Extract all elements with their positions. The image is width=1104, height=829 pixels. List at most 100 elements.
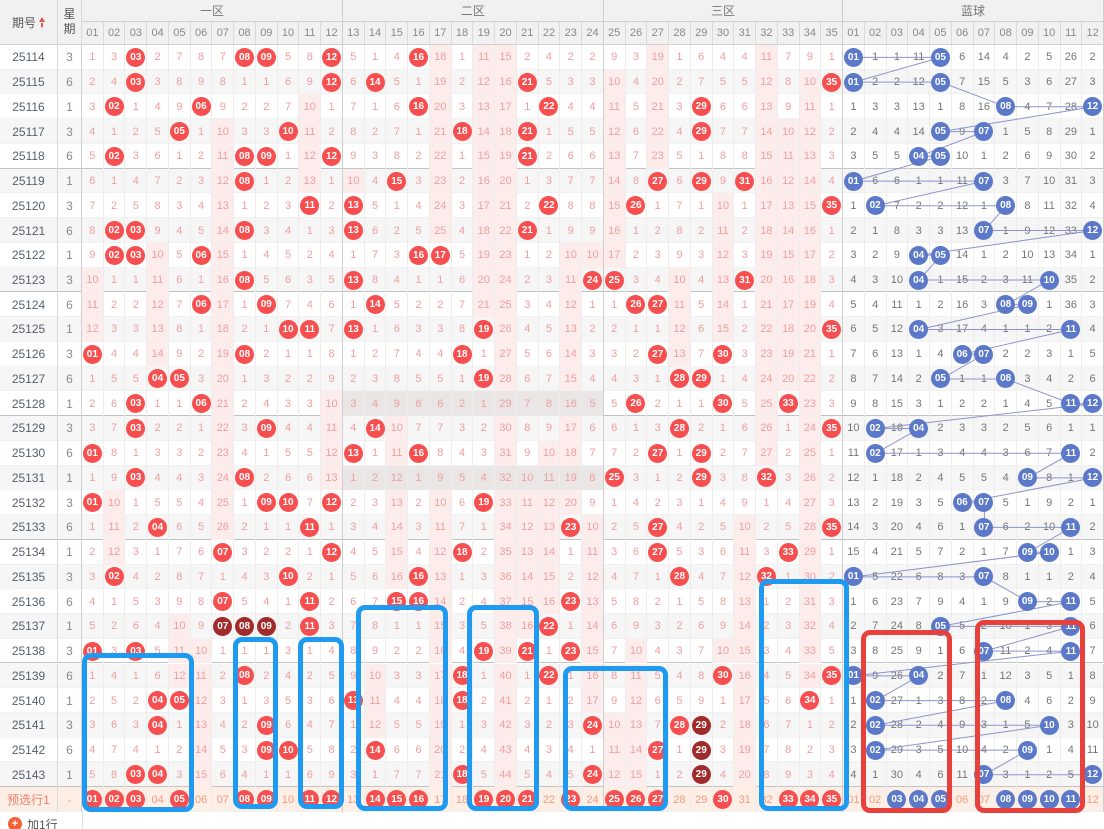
miss-cell[interactable]: 07	[212, 787, 235, 812]
miss-cell[interactable]: 11	[1061, 787, 1083, 812]
miss-cell: 9	[995, 589, 1017, 614]
preselect-ball[interactable]: 01	[82, 790, 102, 810]
preselect-ball[interactable]: 34	[800, 790, 820, 810]
miss-cell[interactable]: 06	[191, 787, 213, 812]
miss-cell: 18	[429, 688, 452, 713]
miss-cell: 1	[343, 712, 365, 738]
miss-cell[interactable]: 14	[365, 787, 387, 812]
add-row-button[interactable]: + 加1行	[8, 816, 58, 829]
preselect-ball[interactable]: 05	[169, 790, 189, 810]
miss-cell[interactable]: 20	[495, 787, 517, 812]
miss-cell[interactable]: 08	[234, 787, 256, 812]
preselect-ball[interactable]: 30	[713, 790, 733, 810]
preselect-ball[interactable]: 12	[322, 790, 342, 810]
miss-cell[interactable]: 33	[778, 787, 800, 812]
miss-cell[interactable]: 28	[669, 787, 691, 812]
preselect-ball[interactable]: 05	[930, 790, 950, 810]
miss-cell: 1	[974, 242, 996, 268]
miss-cell: 3	[408, 663, 430, 689]
miss-cell[interactable]: 06	[952, 787, 974, 812]
miss-cell[interactable]: 11	[299, 787, 322, 812]
red-ball: 28	[669, 369, 689, 389]
preselect-ball[interactable]: 11	[1061, 790, 1081, 810]
blue-ball: 04	[909, 418, 929, 438]
miss-cell: 6	[517, 366, 539, 392]
preselect-ball[interactable]: 19	[474, 790, 494, 810]
preselect-ball[interactable]: 10	[1039, 790, 1059, 810]
miss-cell: 2	[930, 292, 952, 318]
blue-ball: 11	[1061, 517, 1081, 537]
preselect-ball[interactable]: 35	[822, 790, 842, 810]
miss-cell[interactable]: 04	[147, 787, 169, 812]
miss-cell[interactable]: 30	[713, 787, 735, 812]
miss-cell: 4	[234, 440, 256, 466]
miss-cell[interactable]: 03	[887, 787, 909, 812]
red-ball: 02	[104, 245, 124, 265]
miss-cell: 2	[647, 490, 670, 516]
miss-cell[interactable]: 10	[278, 787, 300, 812]
miss-cell[interactable]: 27	[647, 787, 670, 812]
miss-cell[interactable]: 05	[930, 787, 952, 812]
miss-cell[interactable]: 34	[800, 787, 822, 812]
miss-cell[interactable]: 17	[430, 787, 452, 812]
miss-cell[interactable]: 04	[908, 787, 931, 812]
miss-cell[interactable]: 18	[452, 787, 474, 812]
preselect-ball[interactable]: 16	[409, 790, 429, 810]
miss-cell: 3	[452, 193, 474, 219]
miss-cell[interactable]: 26	[626, 787, 648, 812]
miss-cell: 1	[713, 366, 735, 392]
miss-cell[interactable]: 01	[843, 787, 865, 812]
preselect-ball[interactable]: 26	[626, 790, 646, 810]
miss-cell: 19	[756, 242, 778, 268]
miss-cell[interactable]: 10	[1039, 787, 1061, 812]
preselect-ball[interactable]: 14	[365, 790, 385, 810]
preselect-ball[interactable]: 21	[517, 790, 537, 810]
miss-cell: 13	[734, 589, 757, 614]
preselect-ball[interactable]: 04	[909, 790, 929, 810]
preselect-ball[interactable]: 09	[1017, 790, 1037, 810]
miss-cell[interactable]: 31	[734, 787, 757, 812]
miss-cell[interactable]: 23	[560, 787, 583, 812]
preselect-ball[interactable]: 25	[604, 790, 624, 810]
miss-cell[interactable]: 03	[125, 787, 148, 812]
miss-cell: 5	[386, 712, 409, 738]
sort-icon[interactable]	[39, 17, 45, 27]
preselect-ball[interactable]: 09	[256, 790, 276, 810]
miss-cell[interactable]: 12	[1082, 787, 1104, 812]
issue-header[interactable]: 期号	[0, 0, 58, 45]
miss-cell[interactable]: 19	[473, 787, 496, 812]
miss-cell[interactable]: 02	[104, 787, 126, 812]
miss-cell[interactable]: 22	[539, 787, 561, 812]
miss-cell[interactable]: 25	[604, 787, 626, 812]
preselect-ball[interactable]: 20	[496, 790, 515, 810]
preselect-ball[interactable]: 02	[104, 790, 124, 810]
miss-cell[interactable]: 09	[1017, 787, 1039, 812]
miss-cell[interactable]: 05	[169, 787, 191, 812]
miss-cell[interactable]: 07	[974, 787, 996, 812]
miss-cell[interactable]: 09	[256, 787, 278, 812]
miss-cell[interactable]: 08	[995, 787, 1017, 812]
preselect-ball[interactable]: 23	[561, 790, 581, 810]
miss-cell: 12	[1082, 218, 1104, 243]
preselect-ball[interactable]: 08	[235, 790, 255, 810]
miss-cell[interactable]: 01	[82, 787, 104, 812]
preselect-ball[interactable]: 03	[126, 790, 146, 810]
miss-cell[interactable]: 32	[756, 787, 778, 812]
miss-cell[interactable]: 12	[321, 787, 343, 812]
miss-cell[interactable]: 29	[691, 787, 713, 812]
miss-cell[interactable]: 24	[582, 787, 604, 812]
miss-cell[interactable]: 21	[517, 787, 539, 812]
preselect-ball[interactable]: 11	[300, 790, 320, 810]
preselect-ball[interactable]: 27	[648, 790, 668, 810]
preselect-ball[interactable]: 03	[887, 790, 907, 810]
miss-cell[interactable]: 13	[343, 787, 365, 812]
preselect-ball[interactable]: 15	[387, 790, 407, 810]
preselect-ball[interactable]: 08	[996, 790, 1016, 810]
preselect-ball[interactable]: 33	[778, 790, 798, 810]
miss-cell: 3	[1039, 341, 1061, 367]
miss-cell[interactable]: 16	[408, 787, 430, 812]
red-ball: 05	[169, 122, 189, 142]
miss-cell[interactable]: 02	[865, 787, 887, 812]
miss-cell[interactable]: 15	[386, 787, 409, 812]
miss-cell[interactable]: 35	[821, 787, 844, 812]
